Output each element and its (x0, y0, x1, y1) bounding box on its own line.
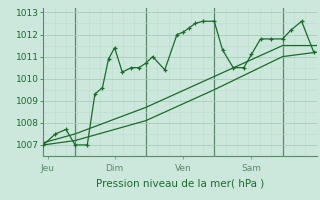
X-axis label: Pression niveau de la mer( hPa ): Pression niveau de la mer( hPa ) (96, 178, 264, 188)
